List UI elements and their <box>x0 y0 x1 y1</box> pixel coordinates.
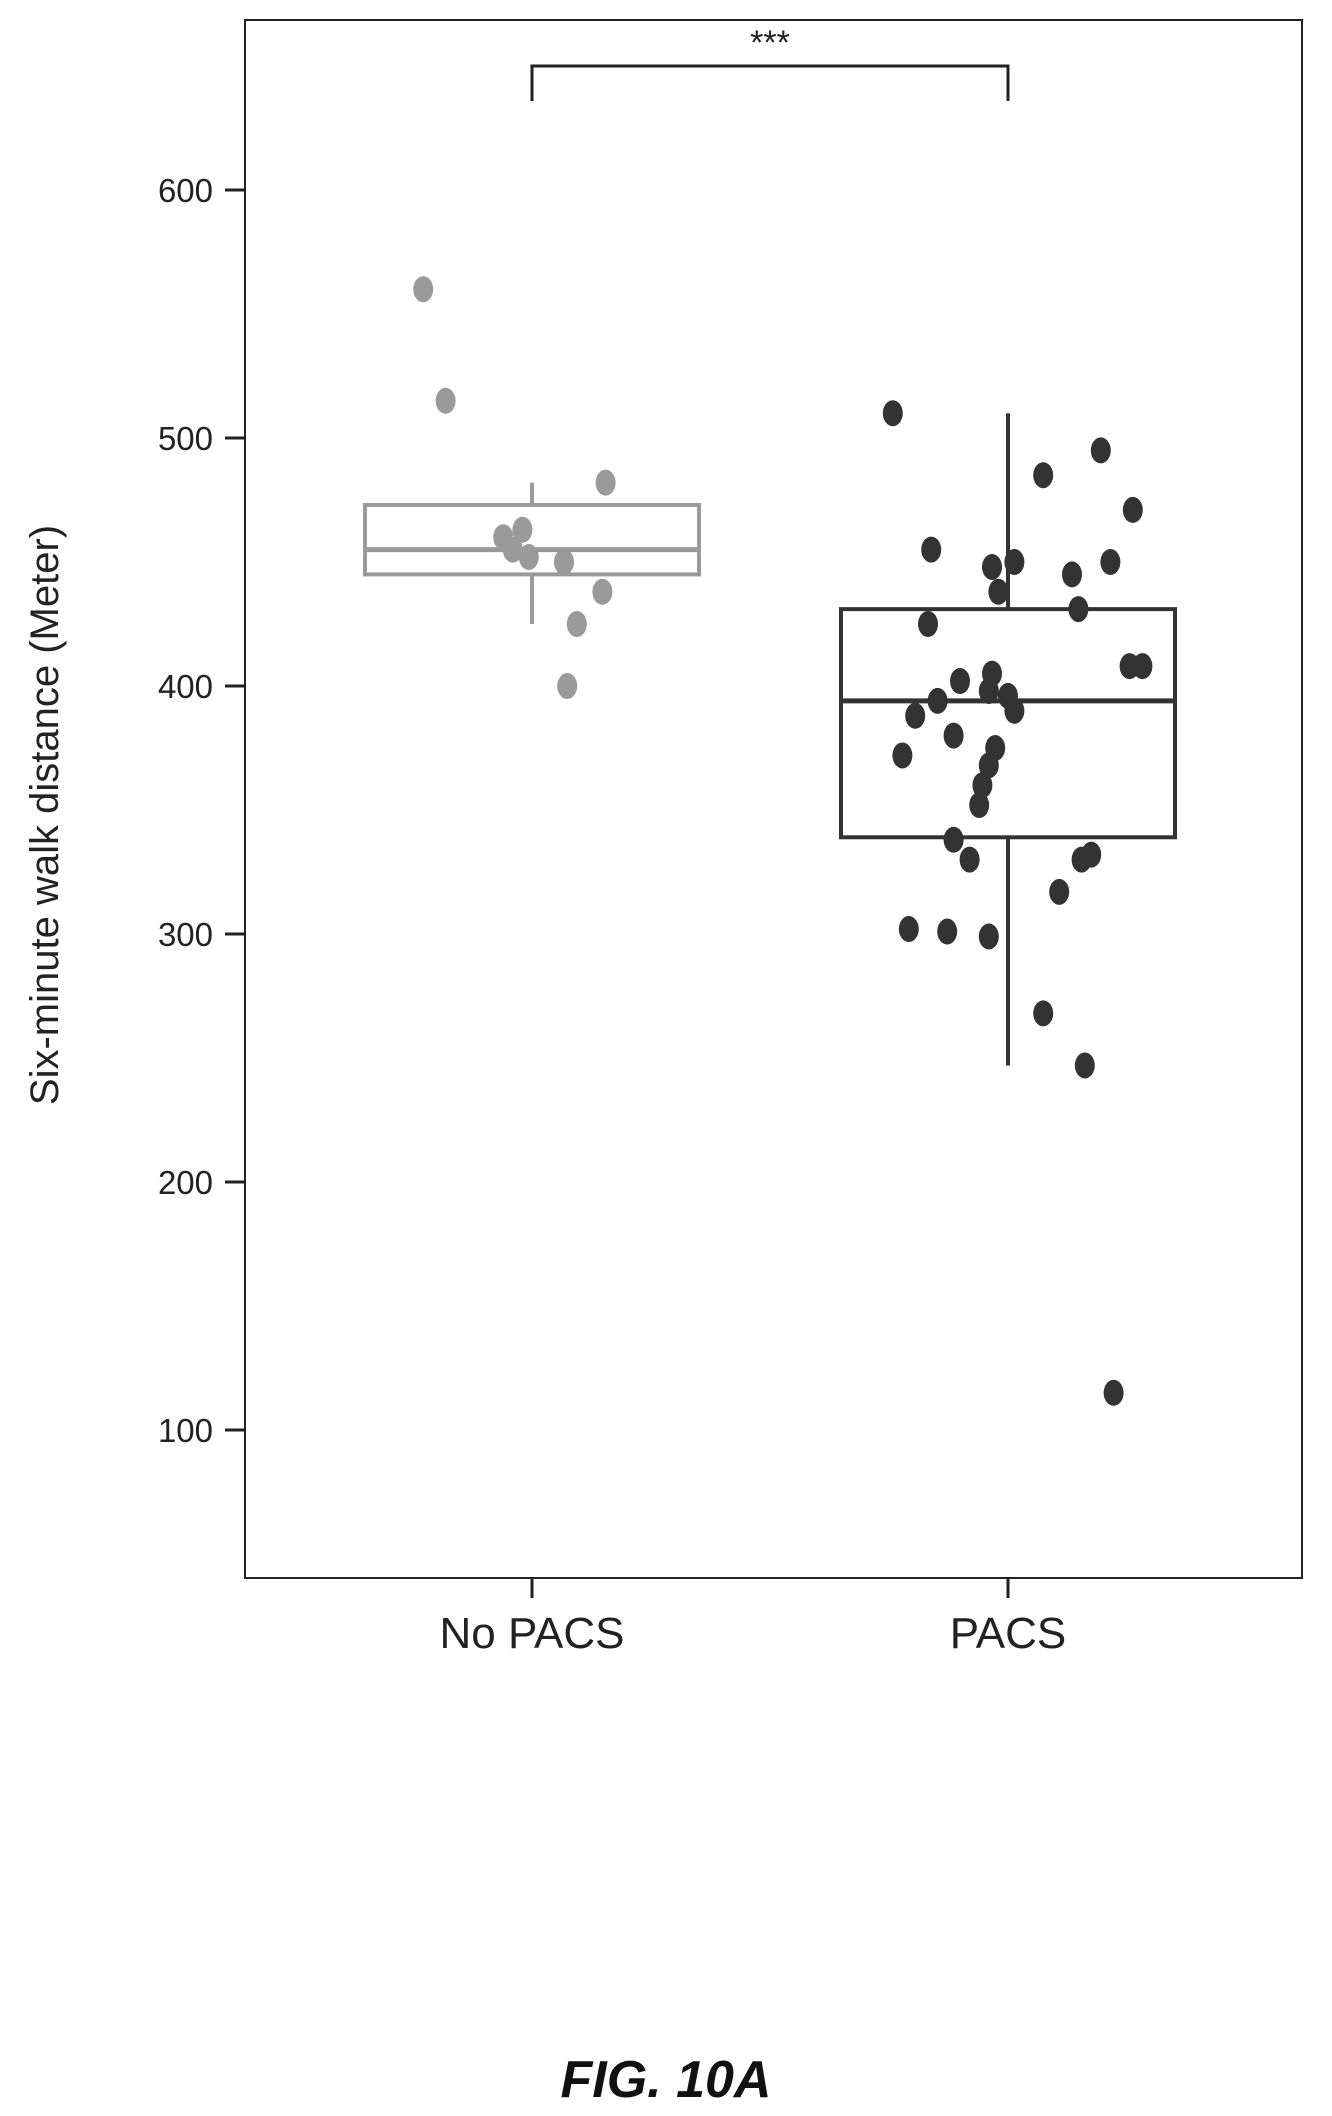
data-point <box>1074 1052 1095 1079</box>
data-point <box>1033 1000 1054 1027</box>
data-point <box>988 578 1009 605</box>
data-point <box>1068 596 1089 623</box>
data-point <box>978 752 999 779</box>
y-tick-label: 300 <box>158 916 213 953</box>
data-point <box>1132 653 1153 680</box>
data-point <box>1062 561 1082 588</box>
data-point <box>1004 697 1025 724</box>
data-point <box>512 516 533 543</box>
plot-border <box>244 19 1303 1579</box>
y-tick-label: 600 <box>158 172 213 209</box>
data-point <box>1033 462 1054 489</box>
figure-caption: FIG. 10A <box>560 2051 772 2109</box>
data-point <box>882 400 903 427</box>
data-point <box>554 549 574 575</box>
data-point <box>1081 841 1102 868</box>
data-point <box>557 673 578 699</box>
data-point <box>592 578 613 605</box>
data-point <box>1103 1379 1124 1406</box>
data-point <box>898 916 919 943</box>
significance-bracket <box>530 64 1010 101</box>
data-point <box>1049 878 1070 905</box>
x-tick-label: PACS <box>950 1609 1067 1658</box>
y-tick-label: 200 <box>158 1164 213 1201</box>
data-point <box>1122 496 1143 523</box>
data-point <box>1004 549 1025 575</box>
data-point <box>905 702 926 729</box>
data-point <box>595 469 616 496</box>
data-point <box>978 677 999 704</box>
y-tick-label: 100 <box>158 1412 213 1449</box>
data-point <box>413 276 434 303</box>
data-point <box>950 668 970 695</box>
y-tick-label: 500 <box>158 420 213 457</box>
data-point <box>892 742 913 769</box>
data-point <box>502 536 523 563</box>
data-point <box>1090 437 1111 464</box>
data-point <box>927 687 948 714</box>
data-point <box>972 772 993 799</box>
data-point <box>978 923 999 950</box>
data-point <box>943 722 964 749</box>
data-point <box>918 611 938 637</box>
y-axis-title: Six-minute walk distance (Meter) <box>23 525 67 1105</box>
x-tick-label: No PACS <box>439 1609 624 1658</box>
significance-label: *** <box>750 24 790 62</box>
box <box>839 607 1177 840</box>
box <box>363 502 701 577</box>
data-point <box>518 544 539 571</box>
data-point <box>566 611 587 637</box>
data-point <box>959 846 980 873</box>
data-point <box>982 553 1002 580</box>
data-point <box>937 918 958 945</box>
y-tick-label: 400 <box>158 668 213 705</box>
data-point <box>943 826 964 853</box>
data-point <box>921 536 942 563</box>
data-point <box>1100 549 1121 575</box>
data-point <box>435 387 456 414</box>
data-point <box>969 792 990 819</box>
